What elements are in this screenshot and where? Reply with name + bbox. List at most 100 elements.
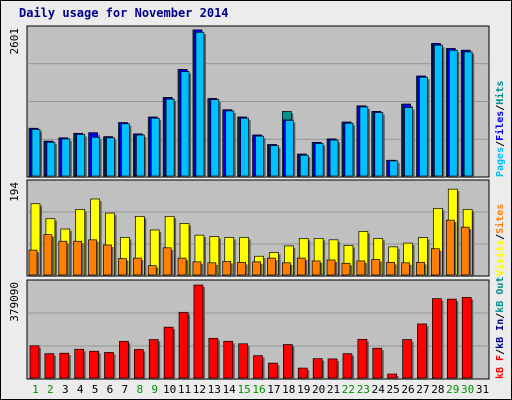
kbytes-bar-day-6 (104, 352, 114, 379)
kbytes-bar-day-3 (59, 352, 70, 379)
kbytes-bar-day-15 (238, 343, 248, 379)
sites-bar-day-6 (103, 244, 112, 276)
pages-bar-day-11 (180, 71, 190, 177)
pages-bar-day-1 (31, 129, 41, 177)
legend-sep: / (495, 313, 506, 319)
legend-kb-in: kB In (495, 319, 506, 349)
kbytes-bar-day-25 (387, 373, 398, 379)
x-tick-label: 11 (178, 383, 191, 396)
x-tick-label: 1 (32, 383, 39, 396)
kbytes-bar-day-11 (178, 311, 189, 379)
x-tick-label: 29 (446, 383, 459, 396)
kbytes-bar-day-12 (193, 284, 204, 379)
x-tick-label: 31 (476, 383, 489, 396)
pages-bar-day-19 (299, 154, 309, 177)
sites-bar-day-15 (237, 261, 246, 276)
kbytes-bar-day-2 (44, 353, 55, 379)
kbytes-bar-day-29 (446, 298, 457, 379)
sites-bar-day-24 (371, 259, 381, 276)
kbytes-bar-day-13 (208, 337, 219, 379)
x-tick-label: 8 (136, 383, 143, 396)
sites-bar-day-23 (356, 260, 366, 276)
sites-bar-day-28 (431, 248, 440, 276)
sites-bar-day-13 (207, 262, 217, 276)
x-tick-label: 18 (282, 383, 295, 396)
legend-hits-files-pages: Pages/Files/Hits (494, 81, 506, 177)
kbytes-bar-day-23 (357, 338, 368, 379)
max-value-label: 379090 (8, 282, 21, 322)
x-tick-label: 21 (327, 383, 340, 396)
pages-bar-day-27 (419, 76, 428, 177)
sites-bar-day-19 (296, 257, 306, 276)
sites-bar-day-30 (460, 226, 470, 276)
sites-bar-day-4 (73, 240, 83, 276)
chart-title: Daily usage for November 2014 (19, 6, 229, 20)
x-tick-label: 19 (297, 383, 310, 396)
pages-bar-day-18 (285, 120, 294, 177)
legend-sep: / (495, 234, 506, 240)
sites-bar-day-29 (445, 219, 455, 276)
pages-bar-day-28 (434, 44, 443, 177)
legend-hits: Hits (494, 81, 506, 105)
max-value-label: 2601 (8, 28, 21, 55)
pages-bar-day-14 (225, 110, 235, 177)
sites-bar-day-8 (132, 257, 142, 276)
kbytes-bar-day-26 (402, 339, 412, 379)
sites-bar-day-3 (58, 240, 68, 276)
x-tick-label: 7 (122, 383, 129, 396)
kbytes-bar-day-24 (372, 347, 383, 379)
legend-files: Files (494, 111, 506, 141)
kbytes-bar-day-7 (119, 340, 129, 379)
sites-bar-day-11 (177, 257, 187, 276)
pages-bar-day-10 (165, 98, 175, 177)
pages-bar-day-7 (121, 123, 130, 177)
x-tick-label: 2 (47, 383, 54, 396)
pages-bar-day-21 (329, 139, 339, 177)
kbytes-bar-day-17 (268, 362, 278, 379)
kbytes-bar-day-20 (312, 358, 323, 379)
sites-bar-day-12 (192, 261, 202, 276)
pages-bar-day-8 (135, 134, 145, 177)
pages-bar-day-12 (195, 31, 205, 177)
legend-kb-out: kB Out (495, 277, 506, 313)
x-tick-label: 17 (267, 383, 280, 396)
x-tick-label: 6 (107, 383, 114, 396)
x-tick-label: 13 (208, 383, 221, 396)
sites-bar-day-27 (416, 261, 425, 276)
kbytes-bar-day-22 (342, 353, 353, 379)
kbytes-bar-day-21 (327, 358, 338, 379)
pages-bar-day-5 (91, 136, 100, 177)
x-tick-label: 14 (223, 383, 237, 396)
x-tick-label: 23 (357, 383, 370, 396)
pages-bar-day-22 (344, 122, 354, 177)
sites-bar-day-18 (282, 262, 291, 276)
kbytes-bar-day-14 (223, 340, 234, 379)
kbytes-bar-day-16 (253, 355, 263, 379)
sites-bar-day-20 (311, 260, 321, 276)
x-tick-label: 3 (62, 383, 69, 396)
pages-bar-day-3 (61, 138, 71, 177)
legend-sites: Sites (494, 204, 506, 234)
x-tick-label: 25 (387, 383, 400, 396)
pages-bar-day-15 (240, 117, 249, 177)
x-tick-label: 16 (252, 383, 265, 396)
x-tick-label: 10 (163, 383, 176, 396)
kbytes-bar-day-28 (432, 298, 442, 379)
kbytes-bar-day-18 (283, 344, 293, 379)
x-tick-label: 4 (77, 383, 84, 396)
sites-bar-day-22 (341, 262, 351, 276)
kbytes-bar-day-4 (74, 348, 85, 379)
legend-visits-sites: Visits/Sites (494, 204, 506, 276)
kbytes-bar-day-30 (461, 297, 472, 379)
sites-bar-day-26 (401, 262, 410, 276)
sites-bar-day-16 (252, 261, 261, 276)
x-tick-label: 22 (342, 383, 355, 396)
legend-sep: / (495, 349, 506, 355)
kbytes-bar-day-27 (417, 323, 427, 379)
sites-bar-day-25 (386, 261, 396, 276)
legend-kbytes: kB F (495, 355, 506, 379)
sites-bar-day-2 (43, 234, 53, 276)
pages-bar-day-23 (359, 106, 369, 177)
max-value-label: 194 (8, 182, 21, 202)
